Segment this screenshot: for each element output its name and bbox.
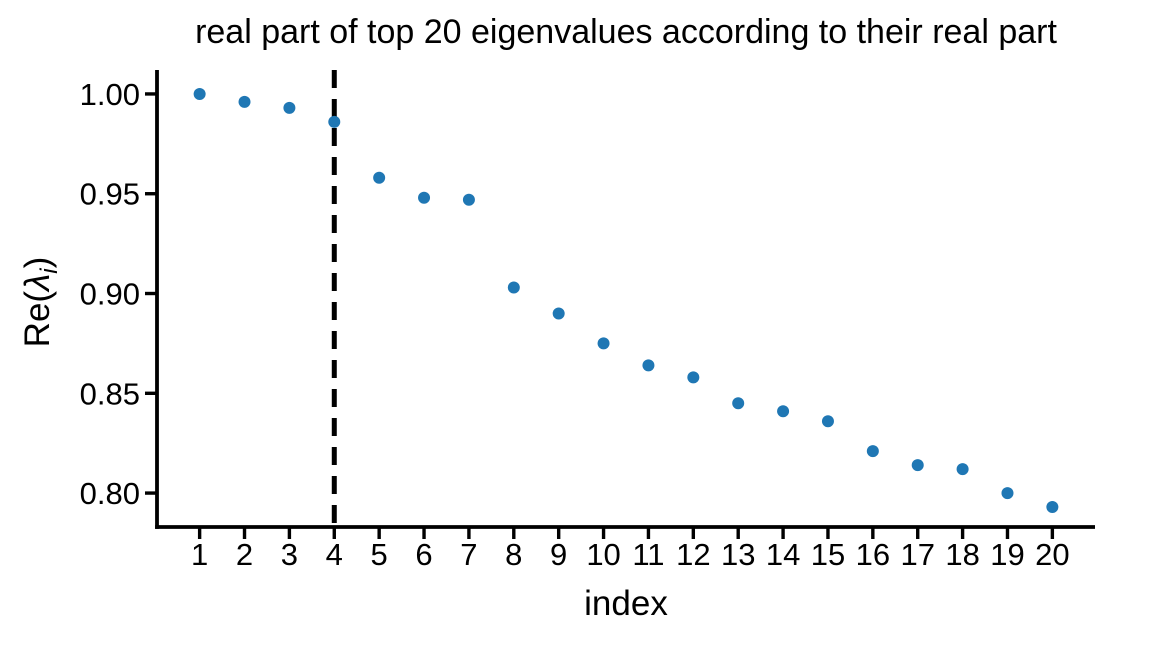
x-tick-label: 14 — [766, 537, 800, 572]
x-tick-label: 17 — [900, 537, 934, 572]
x-tick-label: 6 — [415, 537, 432, 572]
data-point — [956, 463, 969, 476]
data-point — [462, 193, 475, 206]
x-tick-label: 4 — [326, 537, 343, 572]
data-point — [642, 359, 655, 372]
x-tick-label: 5 — [371, 537, 388, 572]
data-point — [328, 115, 341, 128]
x-tick-label: 19 — [990, 537, 1024, 572]
x-tick-label: 1 — [191, 537, 208, 572]
data-point — [732, 397, 745, 410]
y-tick-label: 1.00 — [80, 77, 140, 112]
data-point — [1001, 487, 1014, 500]
data-point — [1046, 501, 1059, 514]
x-tick-label: 18 — [945, 537, 979, 572]
x-tick-label: 3 — [281, 537, 298, 572]
data-point — [373, 171, 386, 184]
data-point — [687, 371, 700, 384]
y-tick-label: 0.80 — [80, 476, 140, 511]
ylabel-subscript: i — [36, 268, 63, 274]
ylabel-lambda-symbol: λ — [18, 273, 57, 291]
data-point — [866, 445, 879, 458]
data-point — [777, 405, 790, 418]
data-point — [193, 87, 206, 100]
data-point — [418, 191, 431, 204]
y-axis-label: Re(λi) — [16, 202, 63, 402]
data-point — [283, 101, 296, 114]
y-tick-label: 0.85 — [80, 376, 140, 411]
x-tick-label: 11 — [632, 537, 664, 572]
x-tick-label: 2 — [236, 537, 253, 572]
data-point — [821, 415, 834, 428]
data-point — [911, 459, 924, 472]
ylabel-post: ) — [18, 256, 57, 269]
x-tick-label: 7 — [460, 537, 477, 572]
x-axis-label: index — [584, 584, 668, 623]
ylabel-pre: Re( — [18, 290, 57, 348]
x-tick-label: 15 — [811, 537, 845, 572]
x-tick-label: 16 — [856, 537, 890, 572]
chart-title: real part of top 20 eigenvalues accordin… — [195, 13, 1057, 51]
data-point — [507, 281, 520, 294]
x-tick-label: 10 — [586, 537, 620, 572]
y-tick-label: 0.95 — [80, 177, 140, 212]
x-tick-label: 13 — [721, 537, 755, 572]
x-tick-label: 12 — [676, 537, 710, 572]
x-tick-label: 20 — [1035, 537, 1069, 572]
data-point — [238, 95, 251, 108]
x-tick-label: 8 — [505, 537, 522, 572]
x-tick-label: 9 — [550, 537, 567, 572]
data-point — [552, 307, 565, 320]
y-tick-label: 0.90 — [80, 277, 140, 312]
data-point — [597, 337, 610, 350]
